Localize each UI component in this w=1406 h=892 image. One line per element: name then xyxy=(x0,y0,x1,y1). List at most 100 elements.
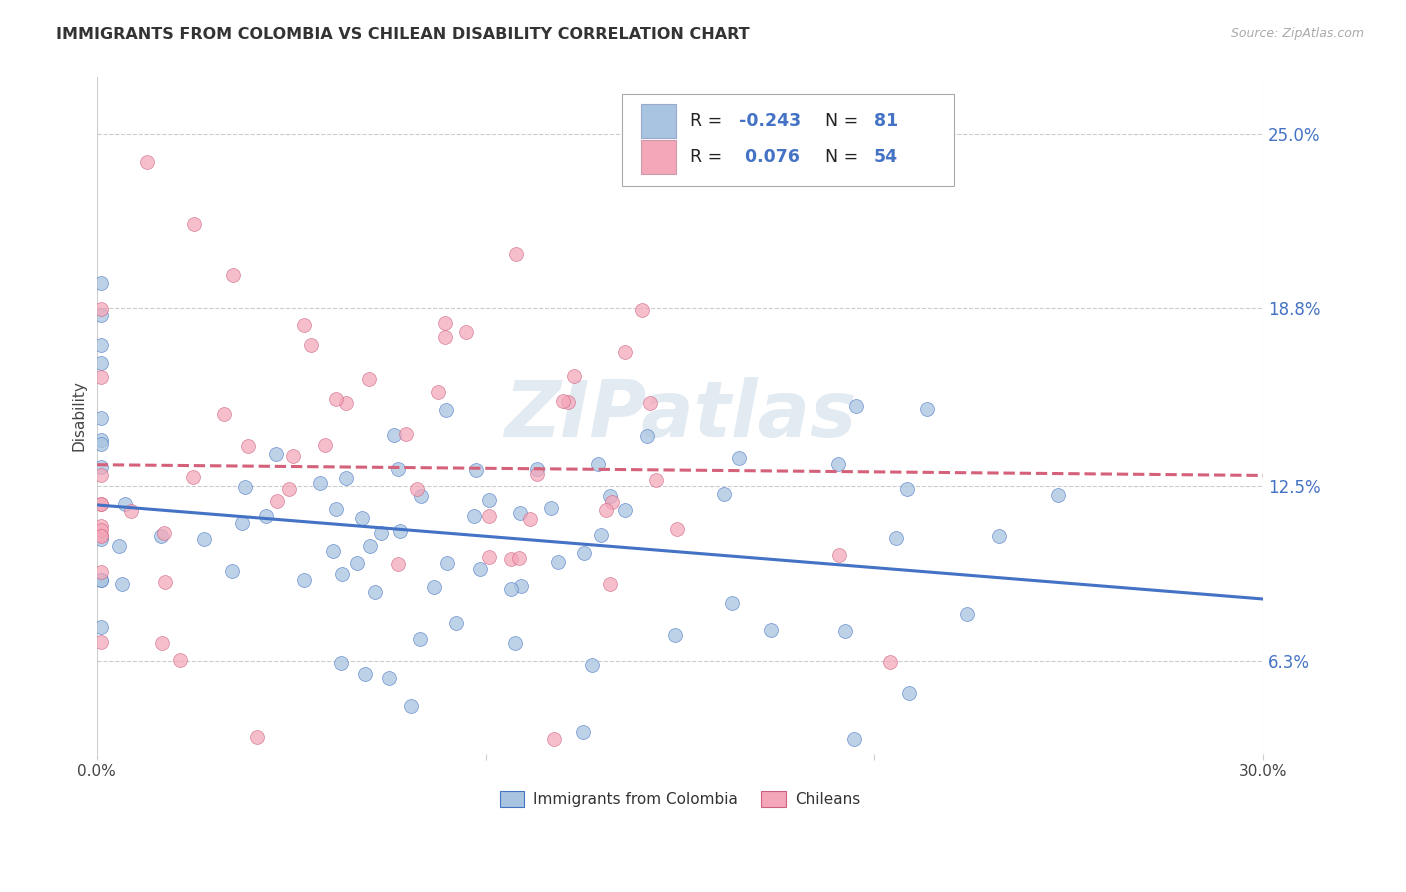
Point xyxy=(90,528,112,542)
Point xyxy=(90,519,112,533)
Point xyxy=(547,555,569,569)
Point xyxy=(478,550,501,565)
Point xyxy=(409,489,432,503)
Point xyxy=(183,217,205,231)
Point xyxy=(600,494,623,508)
Point xyxy=(599,577,621,591)
Text: -0.243: -0.243 xyxy=(740,112,801,130)
Point xyxy=(827,457,849,471)
Point xyxy=(193,532,215,546)
Point xyxy=(395,426,418,441)
Text: IMMIGRANTS FROM COLOMBIA VS CHILEAN DISABILITY CORRELATION CHART: IMMIGRANTS FROM COLOMBIA VS CHILEAN DISA… xyxy=(56,27,749,42)
Point xyxy=(90,276,112,290)
Point xyxy=(470,562,492,576)
Point xyxy=(557,394,579,409)
Point xyxy=(828,548,851,562)
Point xyxy=(325,392,347,406)
Point xyxy=(90,308,112,322)
Point xyxy=(90,573,112,587)
Text: N =: N = xyxy=(824,112,863,130)
Point xyxy=(387,557,409,571)
Point xyxy=(149,528,172,542)
Point xyxy=(761,624,783,638)
Point xyxy=(90,498,112,512)
Point xyxy=(898,686,921,700)
Point xyxy=(713,487,735,501)
Point xyxy=(505,636,527,650)
Point xyxy=(90,411,112,425)
Point xyxy=(879,655,901,669)
Point xyxy=(436,556,458,570)
Point xyxy=(591,528,613,542)
Point xyxy=(281,449,304,463)
Point xyxy=(330,656,353,670)
Point xyxy=(834,624,856,638)
Point xyxy=(292,318,315,332)
Point xyxy=(388,524,411,538)
Text: 0.076: 0.076 xyxy=(740,148,800,166)
Point xyxy=(631,302,654,317)
Point xyxy=(896,482,918,496)
Point xyxy=(335,396,357,410)
Point xyxy=(638,396,661,410)
Point xyxy=(917,401,939,416)
Point xyxy=(150,636,173,650)
Point xyxy=(613,503,636,517)
Point xyxy=(845,399,868,413)
Text: 54: 54 xyxy=(873,148,897,166)
Point xyxy=(433,330,456,344)
Point xyxy=(399,698,422,713)
Legend: Immigrants from Colombia, Chileans: Immigrants from Colombia, Chileans xyxy=(494,785,866,814)
Point xyxy=(314,438,336,452)
Point xyxy=(614,345,637,359)
Point xyxy=(844,732,866,747)
Point xyxy=(90,437,112,451)
Point xyxy=(508,550,530,565)
Point xyxy=(581,657,603,672)
Point xyxy=(364,585,387,599)
Point xyxy=(90,302,112,317)
Point xyxy=(277,482,299,496)
Point xyxy=(423,580,446,594)
FancyBboxPatch shape xyxy=(641,104,676,138)
Point xyxy=(499,551,522,566)
Point xyxy=(478,493,501,508)
Point xyxy=(382,428,405,442)
Point xyxy=(406,483,429,497)
Point xyxy=(884,531,907,545)
Point xyxy=(595,502,617,516)
Point xyxy=(526,467,548,482)
Point xyxy=(434,402,457,417)
Point xyxy=(299,338,322,352)
Point xyxy=(114,497,136,511)
Point xyxy=(572,725,595,739)
Point xyxy=(510,578,533,592)
Point xyxy=(231,516,253,530)
Point xyxy=(90,620,112,634)
Point xyxy=(572,546,595,560)
Point xyxy=(90,468,112,483)
Point xyxy=(636,429,658,443)
Point xyxy=(325,502,347,516)
Point xyxy=(526,462,548,476)
Point xyxy=(111,577,134,591)
Text: ZIPatlas: ZIPatlas xyxy=(503,377,856,453)
Point xyxy=(352,511,374,525)
Point xyxy=(233,480,256,494)
Point xyxy=(1047,488,1070,502)
Point xyxy=(346,556,368,570)
Y-axis label: Disability: Disability xyxy=(72,380,86,451)
Point xyxy=(505,246,527,260)
FancyBboxPatch shape xyxy=(621,95,955,186)
Text: R =: R = xyxy=(690,148,728,166)
FancyBboxPatch shape xyxy=(641,140,676,174)
Point xyxy=(599,489,621,503)
Point xyxy=(586,457,609,471)
Point xyxy=(90,635,112,649)
Point xyxy=(330,566,353,581)
Point xyxy=(266,493,288,508)
Point xyxy=(387,461,409,475)
Point xyxy=(519,512,541,526)
Point xyxy=(90,338,112,352)
Point xyxy=(308,475,330,490)
